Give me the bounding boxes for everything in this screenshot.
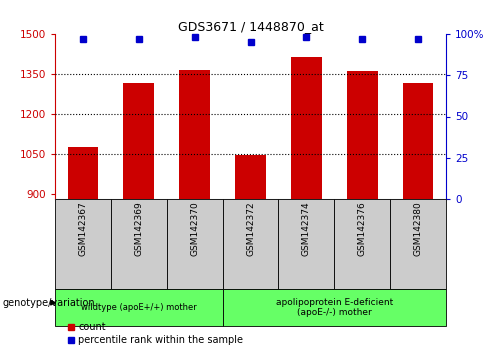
Text: apolipoprotein E-deficient
(apoE-/-) mother: apolipoprotein E-deficient (apoE-/-) mot… (276, 298, 393, 317)
Bar (403, 83, 433, 199)
Legend: count, percentile rank within the sample: count, percentile rank within the sample (63, 319, 247, 349)
Bar (235, 155, 266, 199)
Text: GSM142380: GSM142380 (413, 202, 423, 256)
Text: GSM142367: GSM142367 (79, 202, 87, 256)
Bar (291, 57, 322, 199)
Text: wildtype (apoE+/+) mother: wildtype (apoE+/+) mother (81, 303, 197, 312)
Bar (55, 289, 223, 326)
Text: GSM142374: GSM142374 (302, 202, 311, 256)
Bar (347, 71, 378, 199)
Bar (279, 199, 334, 289)
Bar (111, 199, 167, 289)
Bar (55, 199, 111, 289)
Bar (390, 199, 446, 289)
Text: genotype/variation: genotype/variation (2, 298, 95, 308)
Bar (179, 70, 210, 199)
Bar (123, 83, 154, 199)
Text: GSM142370: GSM142370 (190, 202, 199, 256)
Bar (167, 199, 223, 289)
Bar (223, 289, 446, 326)
Text: GSM142376: GSM142376 (358, 202, 366, 256)
Title: GDS3671 / 1448870_at: GDS3671 / 1448870_at (178, 20, 324, 33)
Bar (223, 199, 279, 289)
Bar (334, 199, 390, 289)
Text: GSM142372: GSM142372 (246, 202, 255, 256)
Bar (67, 147, 98, 199)
Text: GSM142369: GSM142369 (134, 202, 143, 256)
